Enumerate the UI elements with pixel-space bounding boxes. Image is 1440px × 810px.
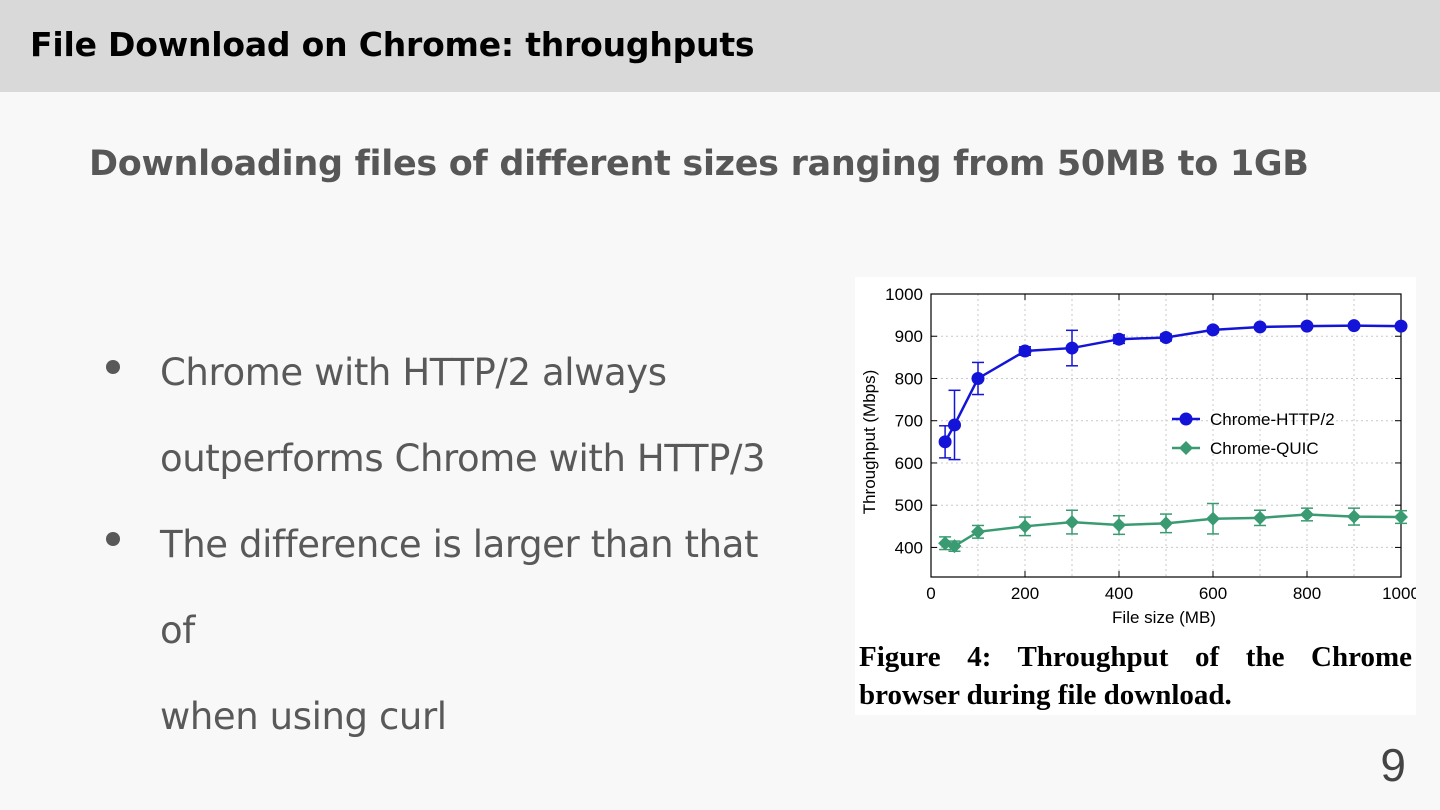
data-point — [947, 539, 962, 554]
x-tick-label: 200 — [1011, 584, 1039, 603]
data-point — [1159, 516, 1173, 531]
caption-line: browser during file download. — [859, 679, 1232, 711]
data-point — [1065, 515, 1079, 530]
y-tick-label: 900 — [895, 327, 923, 346]
bullet-text-line: The difference is larger than that of — [160, 523, 759, 652]
x-tick-label: 0 — [926, 584, 935, 603]
data-point — [1206, 511, 1220, 526]
bullet-text-line: Chrome with HTTP/2 always — [160, 351, 667, 394]
figure-caption: Figure 4: Throughput of the Chrome brows… — [859, 638, 1412, 714]
data-point — [1018, 519, 1032, 534]
data-point — [1206, 323, 1220, 337]
y-tick-label: 600 — [895, 454, 923, 473]
x-tick-label: 400 — [1105, 584, 1133, 603]
legend-marker — [1179, 441, 1193, 455]
data-point — [1112, 332, 1126, 346]
bullet-list: Chrome with HTTP/2 always outperforms Ch… — [100, 330, 800, 760]
x-axis-label: File size (MB) — [1112, 608, 1216, 627]
data-point — [1394, 319, 1408, 333]
data-point — [1394, 510, 1408, 525]
page-number: 9 — [1380, 739, 1406, 791]
data-point — [1347, 319, 1361, 333]
x-tick-label: 800 — [1293, 584, 1321, 603]
y-tick-label: 700 — [895, 412, 923, 431]
caption-line: Figure 4: Throughput of the Chrome — [859, 641, 1412, 673]
data-point — [1112, 518, 1126, 533]
bullet-text-line: when using curl — [160, 695, 447, 738]
legend-label: Chrome-HTTP/2 — [1210, 410, 1335, 429]
y-tick-label: 800 — [895, 369, 923, 388]
data-point — [971, 524, 985, 539]
slide-header: File Download on Chrome: throughputs — [0, 0, 1440, 92]
y-tick-label: 400 — [895, 538, 923, 557]
legend-marker — [1179, 412, 1193, 426]
y-tick-label: 500 — [895, 496, 923, 515]
bullet-dot-icon — [106, 360, 120, 374]
bullet-text-line: outperforms Chrome with HTTP/3 — [160, 437, 766, 480]
data-point — [1347, 509, 1361, 524]
data-point — [971, 371, 985, 385]
data-point — [938, 435, 952, 449]
x-tick-label: 1000 — [1382, 584, 1416, 603]
y-tick-label: 1000 — [885, 285, 923, 304]
bullet-item: The difference is larger than that of wh… — [100, 502, 800, 760]
data-point — [1300, 319, 1314, 333]
series-line — [944, 324, 1402, 443]
data-point — [1018, 344, 1032, 358]
slide-subtitle: Downloading files of different sizes ran… — [89, 144, 1309, 184]
data-point — [1253, 510, 1267, 525]
plot-frame — [930, 293, 1402, 578]
data-point — [948, 418, 961, 432]
data-point — [938, 536, 953, 551]
legend-label: Chrome-QUIC — [1210, 439, 1319, 458]
data-point — [1300, 507, 1314, 522]
x-tick-label: 600 — [1199, 584, 1227, 603]
bullet-item: Chrome with HTTP/2 always outperforms Ch… — [100, 330, 800, 502]
data-point — [1065, 341, 1079, 355]
data-point — [1253, 320, 1267, 334]
bullet-dot-icon — [106, 532, 120, 546]
slide-title: File Download on Chrome: throughputs — [30, 25, 755, 64]
series-line — [944, 513, 1402, 548]
y-axis-label: Throughput (Mbps) — [860, 370, 879, 515]
data-point — [1159, 331, 1173, 345]
chart-figure: 400 500 600 700 800 900 1000 0 200 400 600 800 1000 … — [855, 277, 1416, 715]
